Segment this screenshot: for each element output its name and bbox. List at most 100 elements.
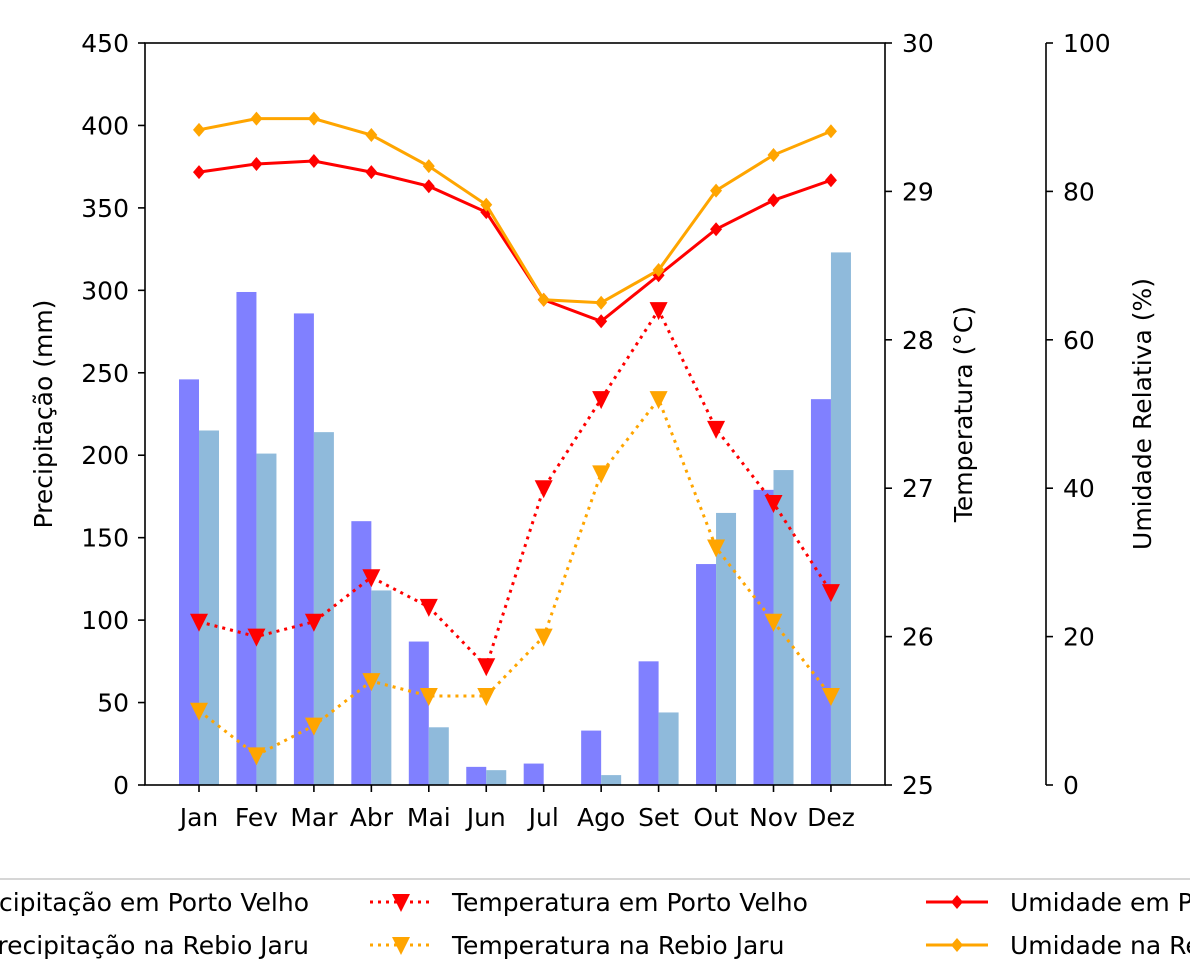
point-umidade-na-rebio-jaru <box>595 295 608 310</box>
right1-tick-label: 29 <box>902 177 934 206</box>
point-temperatura-em-porto-velho <box>534 480 553 499</box>
bar-rebio-jaru <box>658 712 679 785</box>
plot-frame <box>144 42 886 786</box>
bar-porto-velho <box>581 730 602 785</box>
point-umidade-em-porto-velho <box>250 156 263 171</box>
bar-porto-velho <box>466 766 487 785</box>
point-temperatura-em-porto-velho <box>304 613 323 632</box>
left-tick-label: 400 <box>81 111 129 140</box>
point-temperatura-em-porto-velho <box>592 391 611 410</box>
left-tick-label: 350 <box>81 194 129 223</box>
ticks-layer: Jan Fev Mar Abr Mai Jun Jul Ago Set Out Nov Dez 0 50 1… <box>81 29 1110 832</box>
x-tick-label: Set <box>638 803 679 832</box>
point-umidade-na-rebio-jaru <box>193 122 205 137</box>
left-tick-label: 0 <box>113 771 129 800</box>
line-temperatura-na-rebio-jaru <box>198 396 833 758</box>
right2-tick-label: 0 <box>1063 771 1079 800</box>
left-tick-label: 200 <box>81 441 129 470</box>
point-temperatura-na-rebio-jaru <box>362 673 381 692</box>
bar-rebio-jaru <box>428 727 449 785</box>
bar-porto-velho <box>408 641 429 785</box>
x-tick-label: Dez <box>807 803 855 832</box>
right1-tick-label: 28 <box>902 326 934 355</box>
legend-label: Temperatura na Rebio Jaru <box>451 931 784 960</box>
lines-layer <box>190 111 840 766</box>
right2-tick-label: 100 <box>1063 29 1111 58</box>
bar-porto-velho <box>523 763 544 785</box>
left-tick-label: 300 <box>81 276 129 305</box>
point-temperatura-na-rebio-jaru <box>304 717 323 736</box>
bar-rebio-jaru <box>371 590 392 785</box>
legend-marker <box>951 938 963 952</box>
point-umidade-em-porto-velho <box>767 193 780 208</box>
point-umidade-na-rebio-jaru <box>365 128 378 143</box>
line-umidade-em-porto-velho <box>198 159 832 323</box>
bar-rebio-jaru <box>830 252 851 786</box>
right1-tick-label: 27 <box>902 474 934 503</box>
right2-tick-label: 40 <box>1063 474 1095 503</box>
bar-rebio-jaru <box>199 430 219 785</box>
point-temperatura-na-rebio-jaru <box>764 613 783 632</box>
point-temperatura-na-rebio-jaru <box>419 687 438 706</box>
point-umidade-na-rebio-jaru <box>307 111 320 126</box>
right2-tick-label: 60 <box>1063 326 1095 355</box>
point-temperatura-em-porto-velho <box>764 495 783 514</box>
bar-rebio-jaru <box>773 470 794 785</box>
bar-rebio-jaru <box>601 775 622 785</box>
bar-porto-velho <box>351 521 372 785</box>
bar-porto-velho <box>236 291 257 785</box>
bars-layer <box>179 252 851 786</box>
point-temperatura-na-rebio-jaru <box>649 391 668 410</box>
point-umidade-em-porto-velho <box>193 165 205 180</box>
left-axis-label: Precipitação (mm) <box>29 300 58 529</box>
bar-rebio-jaru <box>256 453 277 785</box>
legend: Precipitação em Porto Velho Precipitação … <box>0 878 1190 964</box>
x-tick-label: Ago <box>577 803 625 832</box>
line-temperatura-em-porto-velho <box>198 307 833 670</box>
x-tick-label: Nov <box>749 803 798 832</box>
point-umidade-em-porto-velho <box>824 173 837 188</box>
right1-tick-label: 26 <box>902 623 934 652</box>
legend-label: Precipitação na Rebio Jaru <box>0 931 309 960</box>
humidity-axis-label: Umidade Relativa (%) <box>1128 278 1157 550</box>
point-temperatura-na-rebio-jaru <box>247 747 266 766</box>
right2-tick-label: 20 <box>1063 623 1095 652</box>
bar-rebio-jaru <box>486 770 507 785</box>
bar-porto-velho <box>638 661 659 785</box>
left-tick-label: 450 <box>81 29 129 58</box>
point-umidade-na-rebio-jaru <box>710 183 723 198</box>
point-umidade-em-porto-velho <box>307 153 320 168</box>
legend-label: Umidade em Porto Velho <box>1010 888 1190 917</box>
bar-porto-velho <box>696 564 717 785</box>
legend-label: Temperatura em Porto Velho <box>451 888 808 917</box>
legend-marker <box>392 894 410 912</box>
point-temperatura-em-porto-velho <box>419 598 438 617</box>
point-temperatura-em-porto-velho <box>247 628 266 647</box>
line-umidade-na-rebio-jaru <box>198 117 832 305</box>
point-temperatura-na-rebio-jaru <box>190 702 208 721</box>
point-umidade-na-rebio-jaru <box>824 124 837 139</box>
point-temperatura-em-porto-velho <box>477 658 496 677</box>
right2-tick-label: 80 <box>1063 177 1095 206</box>
point-temperatura-em-porto-velho <box>190 613 208 632</box>
left-tick-label: 100 <box>81 606 129 635</box>
x-tick-label: Jul <box>527 803 559 832</box>
left-tick-label: 250 <box>81 359 129 388</box>
point-temperatura-em-porto-velho <box>707 420 726 439</box>
point-umidade-em-porto-velho <box>365 165 378 180</box>
x-tick-label: Mar <box>290 803 338 832</box>
right1-tick-label: 25 <box>902 771 934 800</box>
legend-marker <box>951 895 963 909</box>
point-umidade-em-porto-velho <box>422 179 435 194</box>
point-umidade-na-rebio-jaru <box>652 263 665 278</box>
point-temperatura-em-porto-velho <box>649 302 668 321</box>
left-tick-label: 50 <box>97 689 129 718</box>
point-umidade-na-rebio-jaru <box>537 292 550 307</box>
point-temperatura-em-porto-velho <box>821 584 840 603</box>
legend-marker <box>392 937 410 955</box>
legend-label: Umidade na Rebio Jaru <box>1010 931 1190 960</box>
bar-porto-velho <box>293 313 314 785</box>
bar-rebio-jaru <box>313 432 334 785</box>
bar-porto-velho <box>753 489 774 785</box>
